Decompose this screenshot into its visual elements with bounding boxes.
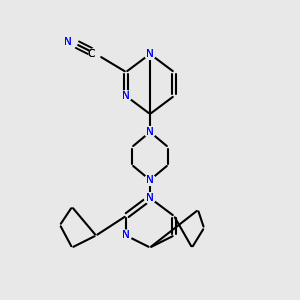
Circle shape bbox=[67, 37, 77, 47]
Text: N: N bbox=[146, 193, 154, 203]
Text: N: N bbox=[122, 91, 130, 101]
Circle shape bbox=[121, 91, 131, 101]
Text: N: N bbox=[122, 230, 130, 241]
Text: N: N bbox=[146, 175, 154, 185]
Circle shape bbox=[89, 49, 100, 59]
Text: N: N bbox=[146, 127, 154, 137]
Circle shape bbox=[121, 230, 131, 241]
Text: N: N bbox=[146, 193, 154, 203]
Circle shape bbox=[145, 175, 155, 185]
Text: N: N bbox=[146, 175, 154, 185]
Text: N: N bbox=[146, 127, 154, 137]
Text: C: C bbox=[87, 49, 94, 59]
Text: N: N bbox=[122, 230, 130, 241]
Text: N: N bbox=[146, 49, 154, 59]
Text: N: N bbox=[146, 49, 154, 59]
Text: N: N bbox=[64, 37, 72, 47]
Text: N: N bbox=[64, 37, 72, 47]
Circle shape bbox=[145, 193, 155, 203]
Circle shape bbox=[145, 127, 155, 137]
Text: N: N bbox=[122, 91, 130, 101]
Text: C: C bbox=[87, 49, 94, 59]
Circle shape bbox=[145, 49, 155, 59]
